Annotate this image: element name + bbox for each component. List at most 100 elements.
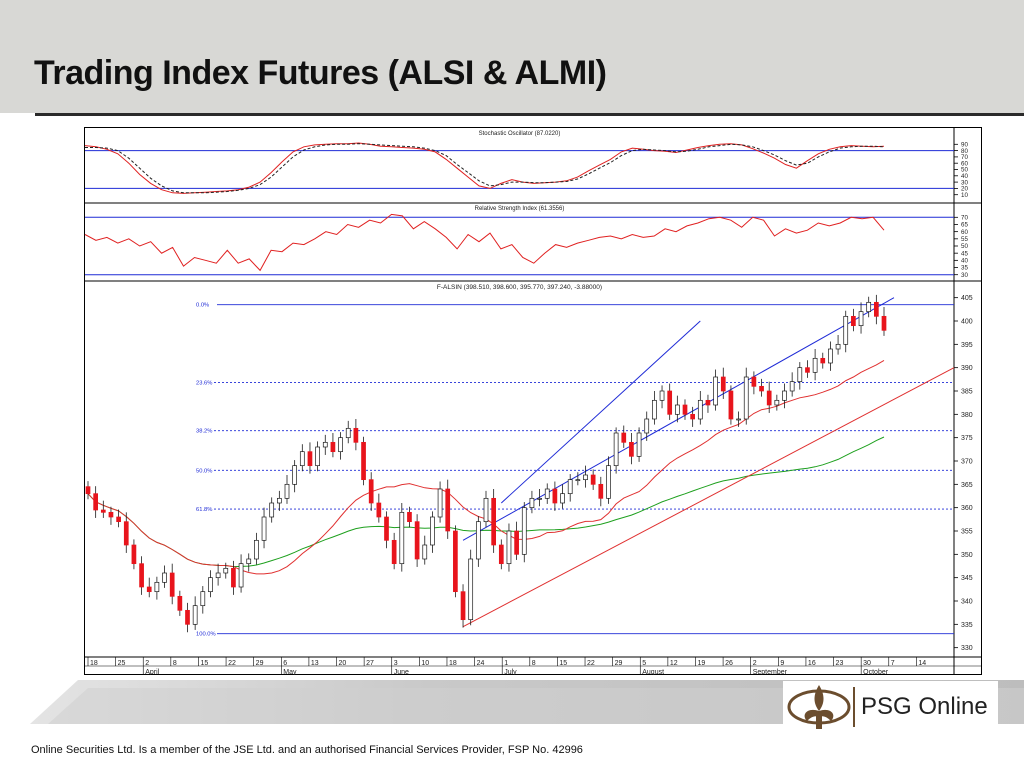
candle-body bbox=[299, 451, 305, 467]
stochastic-series-2 bbox=[85, 143, 885, 194]
candle-body bbox=[139, 563, 144, 588]
candle-body bbox=[430, 516, 435, 546]
candle-body bbox=[261, 516, 267, 541]
x-tick-label: 2 bbox=[145, 660, 149, 667]
candle-body bbox=[422, 544, 428, 560]
candle-body bbox=[751, 376, 757, 387]
rsi-series-1 bbox=[84, 213, 885, 272]
x-tick-label: 20 bbox=[339, 660, 347, 667]
price-tick-label: 350 bbox=[961, 552, 973, 559]
candle-body bbox=[506, 530, 512, 565]
footer-disclaimer: Online Securities Ltd. Is a member of th… bbox=[31, 744, 583, 756]
price-tick-label: 395 bbox=[961, 342, 973, 349]
candle-body bbox=[873, 301, 879, 317]
candle-body bbox=[200, 591, 206, 607]
rsi-tick-label: 40 bbox=[961, 258, 968, 265]
candle-body bbox=[782, 390, 787, 401]
rsi-tick-label: 30 bbox=[961, 272, 968, 279]
candle-body bbox=[269, 502, 275, 518]
candle-body bbox=[192, 605, 198, 625]
candle-body bbox=[185, 609, 190, 625]
x-tick-label: 18 bbox=[449, 660, 457, 667]
month-label: June bbox=[394, 669, 409, 675]
x-tick-label: 19 bbox=[697, 660, 705, 667]
candle-body bbox=[93, 493, 99, 511]
rsi-title: Relative Strength Index (61.3556) bbox=[475, 206, 565, 212]
candle-body bbox=[728, 390, 734, 420]
price-tick-label: 405 bbox=[961, 295, 973, 302]
candle-body bbox=[629, 441, 634, 457]
candle-body bbox=[636, 432, 642, 457]
stochastic-tick-label: 70 bbox=[961, 154, 968, 161]
stochastic-tick-label: 30 bbox=[961, 179, 968, 186]
candle-body bbox=[736, 418, 741, 421]
candle-body bbox=[705, 399, 711, 406]
candle-body bbox=[453, 530, 458, 593]
candle-body bbox=[154, 581, 160, 593]
candle-body bbox=[575, 479, 581, 482]
month-label: May bbox=[283, 669, 297, 675]
candle-body bbox=[345, 427, 351, 439]
candle-body bbox=[116, 516, 121, 523]
month-label: August bbox=[642, 669, 664, 675]
stochastic-tick-label: 10 bbox=[961, 192, 968, 199]
candle-body bbox=[292, 465, 298, 485]
candle-body bbox=[613, 432, 619, 467]
stochastic-series-1 bbox=[84, 142, 885, 194]
candle-body bbox=[498, 544, 504, 565]
x-tick-label: 3 bbox=[394, 660, 398, 667]
price-tick-label: 390 bbox=[961, 365, 973, 372]
candle-body bbox=[851, 315, 856, 327]
price-tick-label: 400 bbox=[961, 319, 973, 326]
candle-body bbox=[835, 343, 841, 350]
candle-body bbox=[812, 357, 818, 373]
candle-body bbox=[667, 390, 673, 415]
candle-body bbox=[567, 479, 573, 495]
x-tick-label: 26 bbox=[725, 660, 733, 667]
x-tick-label: 10 bbox=[421, 660, 429, 667]
price-title: F-ALSIN (398.510, 398.600, 395.770, 397.… bbox=[437, 284, 602, 291]
candle-body bbox=[254, 539, 259, 560]
x-tick-label: 29 bbox=[615, 660, 623, 667]
candle-body bbox=[361, 441, 366, 481]
x-tick-label: 22 bbox=[228, 660, 236, 667]
price-tick-label: 380 bbox=[961, 412, 973, 419]
x-tick-label: 22 bbox=[587, 660, 595, 667]
fib-level-label: 100.0% bbox=[196, 632, 216, 638]
month-label: October bbox=[863, 669, 889, 675]
candle-body bbox=[307, 451, 313, 467]
candle-body bbox=[330, 441, 336, 453]
x-tick-label: 12 bbox=[670, 660, 678, 667]
candle-body bbox=[713, 376, 718, 406]
candle-body bbox=[407, 511, 412, 523]
candle-body bbox=[644, 418, 650, 434]
trend-channel-line bbox=[500, 320, 701, 504]
candle-body bbox=[774, 399, 780, 406]
candle-body bbox=[805, 367, 810, 373]
price-tick-label: 335 bbox=[961, 622, 973, 629]
x-tick-label: 15 bbox=[200, 660, 208, 667]
trend-support-line bbox=[462, 367, 955, 628]
fib-level-label: 0.0% bbox=[196, 303, 209, 309]
stochastic-tick-label: 40 bbox=[961, 173, 968, 180]
candle-body bbox=[384, 516, 389, 541]
price-tick-label: 330 bbox=[961, 645, 973, 652]
candle-body bbox=[820, 357, 826, 364]
stochastic-tick-label: 60 bbox=[961, 160, 968, 167]
candle-body bbox=[606, 465, 611, 499]
candle-body bbox=[652, 399, 657, 420]
candle-body bbox=[215, 572, 221, 579]
candle-body bbox=[797, 367, 803, 383]
candle-body bbox=[743, 376, 749, 420]
price-tick-label: 365 bbox=[961, 482, 973, 489]
x-tick-label: 13 bbox=[311, 660, 319, 667]
x-tick-label: 2 bbox=[753, 660, 757, 667]
rsi-tick-label: 60 bbox=[961, 229, 968, 236]
candle-body bbox=[598, 483, 604, 499]
fib-level-label: 61.8% bbox=[196, 507, 212, 513]
candle-body bbox=[231, 567, 236, 588]
candle-body bbox=[162, 572, 167, 583]
logo-text: PSG Online bbox=[861, 693, 988, 720]
candle-body bbox=[169, 572, 175, 597]
candle-body bbox=[353, 427, 359, 443]
